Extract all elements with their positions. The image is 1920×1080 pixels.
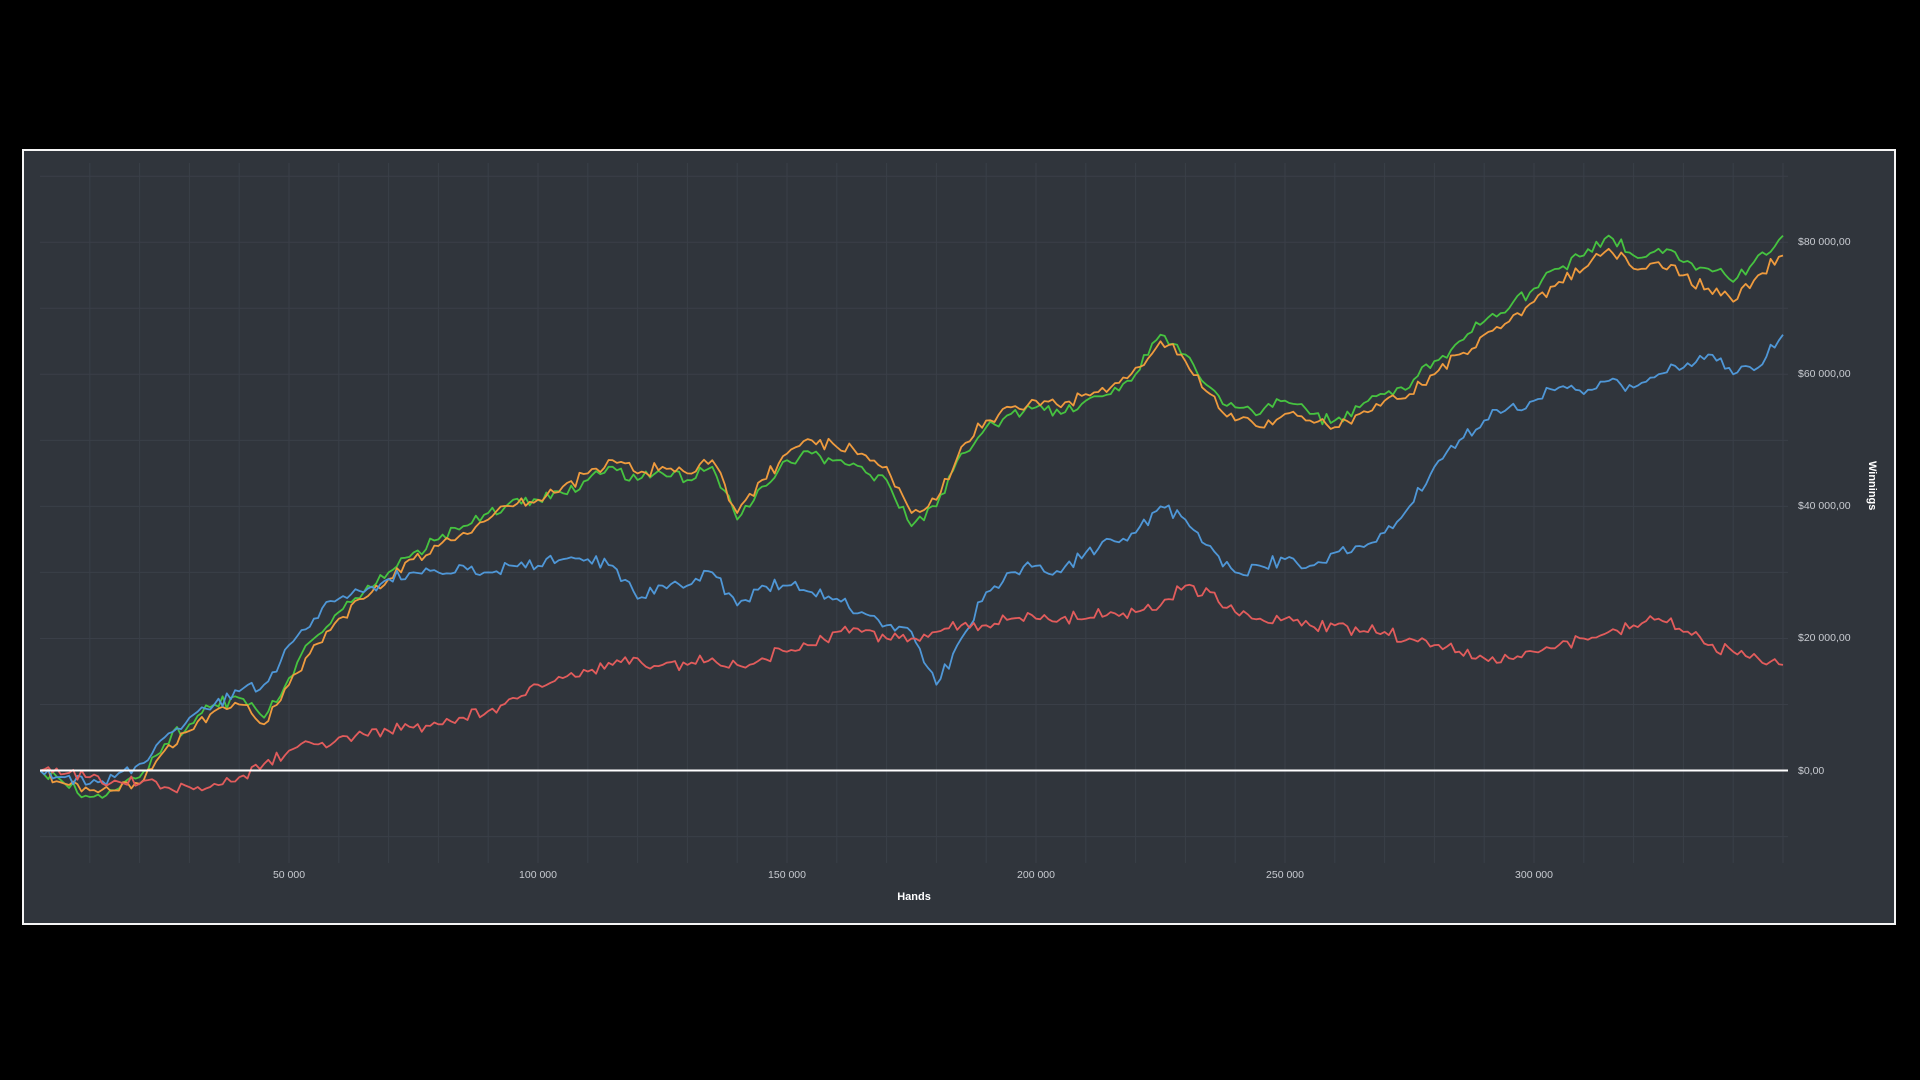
- x-tick-label: 300 000: [1515, 869, 1553, 881]
- orange-line: [40, 247, 1784, 794]
- x-tick-label: 200 000: [1017, 869, 1055, 881]
- y-tick-label: $80 000,00: [1798, 236, 1851, 249]
- y-tick-label: $20 000,00: [1798, 632, 1851, 645]
- green-line: [40, 234, 1784, 799]
- x-tick-label: 250 000: [1266, 869, 1304, 881]
- plot-area: [40, 163, 1788, 863]
- y-tick-label: $40 000,00: [1798, 500, 1851, 513]
- red-line: [40, 583, 1784, 794]
- x-tick-label: 100 000: [519, 869, 557, 881]
- chart-panel: 50 000 100 000 150 000 200 000 250 000 300 00…: [22, 149, 1896, 925]
- y-tick-label: $60 000,00: [1798, 368, 1851, 381]
- y-axis-title: Winnings: [1866, 461, 1878, 511]
- y-tick-label: $0,00: [1798, 764, 1825, 777]
- blue-line: [40, 334, 1784, 786]
- x-tick-label: 150 000: [768, 869, 806, 881]
- winnings-chart: [40, 163, 1788, 863]
- x-tick-label: 50 000: [272, 869, 306, 881]
- x-axis-title: Hands: [897, 891, 931, 903]
